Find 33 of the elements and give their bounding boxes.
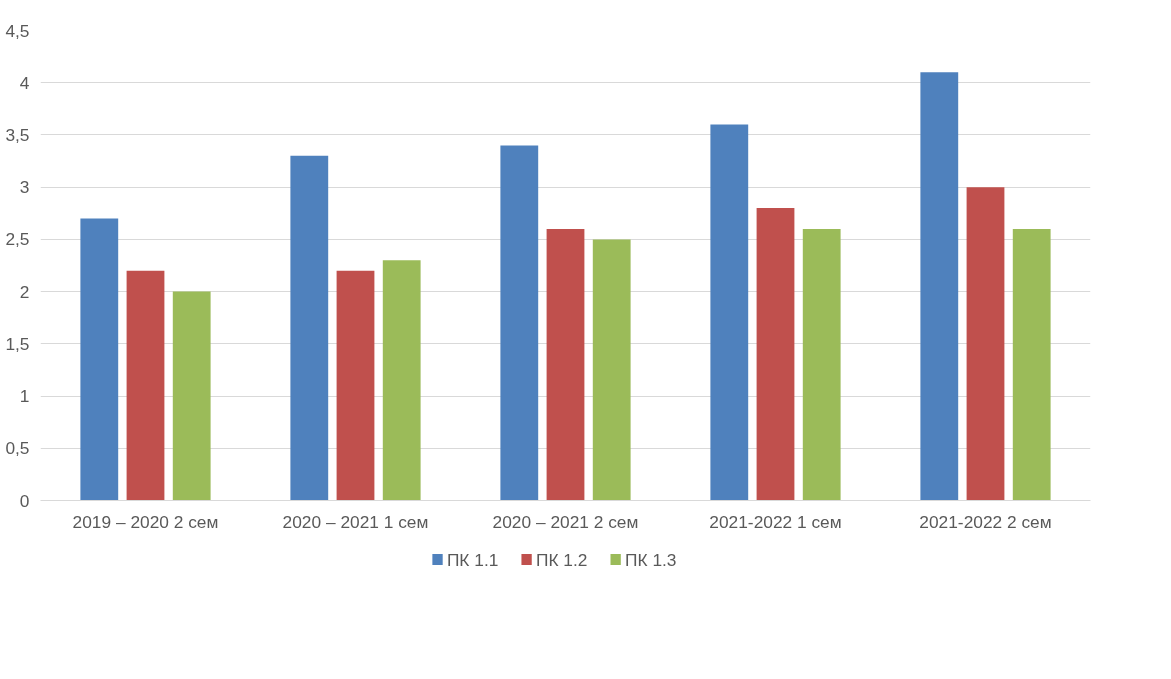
x-tick-label: 2019 – 2020 2 сем [72,511,219,532]
y-tick-label: 2 [19,281,30,302]
bar [802,228,841,501]
y-tick-label: 4 [19,72,30,93]
y-tick-label: 0,5 [5,438,30,459]
y-tick-label: 3,5 [5,124,30,145]
x-tick-label: 2021-2022 2 сем [919,511,1052,532]
bar [126,270,165,501]
y-tick-label: 2,5 [5,229,30,250]
bar [592,239,631,501]
bar [710,124,749,501]
bar [172,291,211,501]
y-tick-label: 3 [19,177,30,198]
y-tick-label: 4,5 [5,20,30,41]
x-tick-label: 2020 – 2021 1 сем [282,511,429,532]
bar [382,260,421,501]
legend-label: ПК 1.1 [446,549,499,570]
legend-label: ПК 1.3 [625,549,677,570]
bar [1012,228,1051,501]
y-tick-label: 1 [19,386,30,407]
x-tick-label: 2020 – 2021 2 сем [492,511,639,532]
x-tick-label: 2021-2022 1 сем [709,511,842,532]
y-tick-label: 1,5 [5,333,30,354]
bar [500,145,539,501]
bar [546,228,585,501]
bar [966,187,1005,501]
legend-label: ПК 1.2 [535,549,588,570]
bar [80,218,119,501]
bar [290,155,329,501]
bar [920,72,959,501]
y-tick-label: 0 [19,490,30,511]
bar [336,270,375,501]
bar [756,208,795,501]
